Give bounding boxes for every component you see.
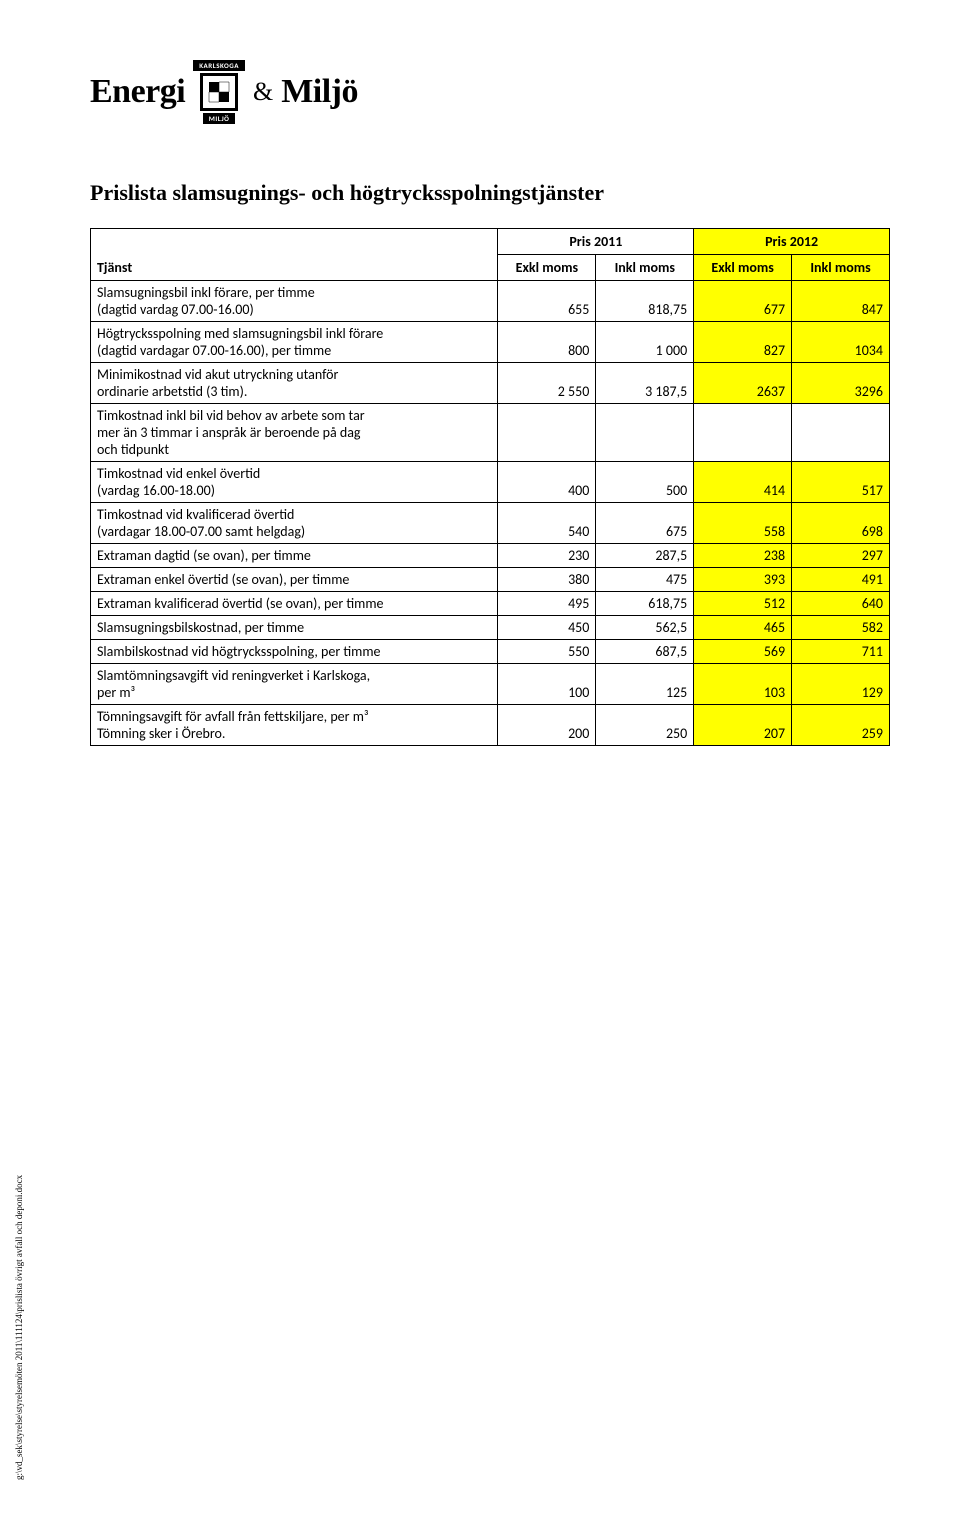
header-year-2012: Pris 2012: [694, 229, 890, 255]
row-value: 698: [792, 503, 890, 544]
table-row: Timkostnad inkl bil vid behov av arbete …: [91, 404, 890, 462]
row-label: Slamtömningsavgift vid reningverket i Ka…: [91, 664, 498, 705]
row-value: 259: [792, 705, 890, 746]
logo-square-icon: [200, 73, 238, 111]
row-value: 125: [596, 664, 694, 705]
row-value: 491: [792, 568, 890, 592]
row-value: [792, 404, 890, 462]
table-row: Tömningsavgift för avfall från fettskilj…: [91, 705, 890, 746]
row-label: Timkostnad inkl bil vid behov av arbete …: [91, 404, 498, 462]
header-year-2011: Pris 2011: [498, 229, 694, 255]
row-value: 297: [792, 544, 890, 568]
row-value: 640: [792, 592, 890, 616]
table-row: Timkostnad vid kvalificerad övertid(vard…: [91, 503, 890, 544]
price-table: Tjänst Pris 2011 Pris 2012 Exkl moms Ink…: [90, 228, 890, 746]
row-value: 655: [498, 281, 596, 322]
row-value: [596, 404, 694, 462]
logo-ampersand: &: [253, 77, 273, 107]
row-value: 400: [498, 462, 596, 503]
logo-right-text: Miljö: [281, 73, 358, 111]
row-value: 2637: [694, 363, 792, 404]
row-value: 230: [498, 544, 596, 568]
row-value: 847: [792, 281, 890, 322]
row-value: 200: [498, 705, 596, 746]
row-value: 550: [498, 640, 596, 664]
row-value: 475: [596, 568, 694, 592]
table-row: Minimikostnad vid akut utryckning utanfö…: [91, 363, 890, 404]
row-value: 517: [792, 462, 890, 503]
row-value: 495: [498, 592, 596, 616]
logo: Energi KARLSKOGA MILJÖ & Miljö: [90, 60, 890, 124]
row-value: 207: [694, 705, 792, 746]
page-title: Prislista slamsugnings- och högtrycksspo…: [90, 180, 890, 206]
header-tjanst: Tjänst: [91, 229, 498, 281]
row-value: 103: [694, 664, 792, 705]
logo-center: KARLSKOGA MILJÖ: [193, 60, 245, 124]
row-label: Timkostnad vid kvalificerad övertid(vard…: [91, 503, 498, 544]
row-value: 687,5: [596, 640, 694, 664]
row-label: Extraman dagtid (se ovan), per timme: [91, 544, 498, 568]
row-value: 562,5: [596, 616, 694, 640]
footer-file-path: g:\vd_sek\styrelse\styrelsemöten 2011\11…: [14, 1175, 24, 1480]
row-value: 393: [694, 568, 792, 592]
row-label: Högtrycksspolning med slamsugningsbil in…: [91, 322, 498, 363]
row-label: Tömningsavgift för avfall från fettskilj…: [91, 705, 498, 746]
table-row: Timkostnad vid enkel övertid(vardag 16.0…: [91, 462, 890, 503]
row-value: 569: [694, 640, 792, 664]
row-value: 800: [498, 322, 596, 363]
row-label: Timkostnad vid enkel övertid(vardag 16.0…: [91, 462, 498, 503]
row-value: 711: [792, 640, 890, 664]
table-body: Slamsugningsbil inkl förare, per timme(d…: [91, 281, 890, 746]
row-value: 465: [694, 616, 792, 640]
row-value: 675: [596, 503, 694, 544]
row-value: 582: [792, 616, 890, 640]
row-value: 500: [596, 462, 694, 503]
table-row: Extraman enkel övertid (se ovan), per ti…: [91, 568, 890, 592]
logo-left-text: Energi: [90, 73, 185, 111]
row-value: 512: [694, 592, 792, 616]
logo-bottom-label: MILJÖ: [203, 113, 236, 124]
row-value: 3 187,5: [596, 363, 694, 404]
row-value: 558: [694, 503, 792, 544]
table-row: Slambilskostnad vid högtrycksspolning, p…: [91, 640, 890, 664]
row-value: 677: [694, 281, 792, 322]
row-value: 618,75: [596, 592, 694, 616]
table-row: Slamsugningsbil inkl förare, per timme(d…: [91, 281, 890, 322]
row-label: Extraman kvalificerad övertid (se ovan),…: [91, 592, 498, 616]
row-value: [498, 404, 596, 462]
row-value: 450: [498, 616, 596, 640]
table-row: Slamtömningsavgift vid reningverket i Ka…: [91, 664, 890, 705]
table-row: Slamsugningsbilskostnad, per timme450562…: [91, 616, 890, 640]
header-inkl-2011: Inkl moms: [596, 255, 694, 281]
header-exkl-2012: Exkl moms: [694, 255, 792, 281]
row-label: Slamsugningsbilskostnad, per timme: [91, 616, 498, 640]
row-value: 129: [792, 664, 890, 705]
row-value: 1034: [792, 322, 890, 363]
row-value: 3296: [792, 363, 890, 404]
row-value: 238: [694, 544, 792, 568]
row-value: 2 550: [498, 363, 596, 404]
header-exkl-2011: Exkl moms: [498, 255, 596, 281]
row-value: 1 000: [596, 322, 694, 363]
row-value: 287,5: [596, 544, 694, 568]
row-value: 827: [694, 322, 792, 363]
row-label: Extraman enkel övertid (se ovan), per ti…: [91, 568, 498, 592]
header-inkl-2012: Inkl moms: [792, 255, 890, 281]
table-row: Högtrycksspolning med slamsugningsbil in…: [91, 322, 890, 363]
row-value: 100: [498, 664, 596, 705]
row-value: 250: [596, 705, 694, 746]
table-row: Extraman dagtid (se ovan), per timme2302…: [91, 544, 890, 568]
row-label: Minimikostnad vid akut utryckning utanfö…: [91, 363, 498, 404]
row-value: 380: [498, 568, 596, 592]
row-value: 818,75: [596, 281, 694, 322]
table-header: Tjänst Pris 2011 Pris 2012 Exkl moms Ink…: [91, 229, 890, 281]
table-row: Extraman kvalificerad övertid (se ovan),…: [91, 592, 890, 616]
row-value: 414: [694, 462, 792, 503]
logo-top-label: KARLSKOGA: [193, 60, 245, 71]
row-label: Slambilskostnad vid högtrycksspolning, p…: [91, 640, 498, 664]
row-value: [694, 404, 792, 462]
row-label: Slamsugningsbil inkl förare, per timme(d…: [91, 281, 498, 322]
row-value: 540: [498, 503, 596, 544]
